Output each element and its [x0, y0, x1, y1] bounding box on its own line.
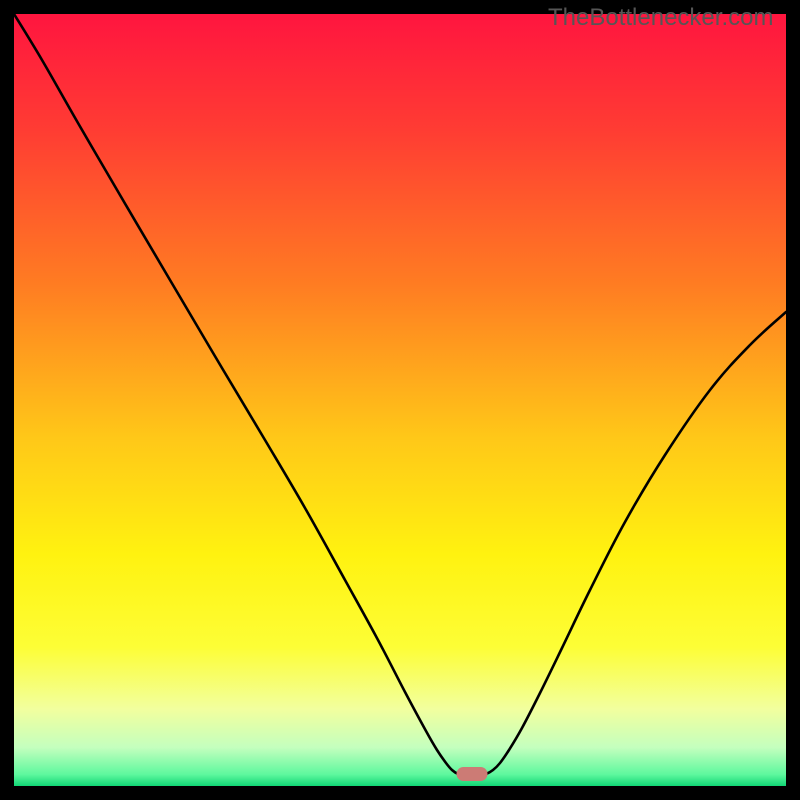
chart-frame: TheBottlenecker.com: [0, 0, 800, 800]
watermark-text: TheBottlenecker.com: [548, 4, 773, 32]
minimum-marker: [457, 767, 488, 781]
chart-background-gradient: [14, 14, 786, 786]
bottleneck-curve-chart: [14, 14, 786, 786]
